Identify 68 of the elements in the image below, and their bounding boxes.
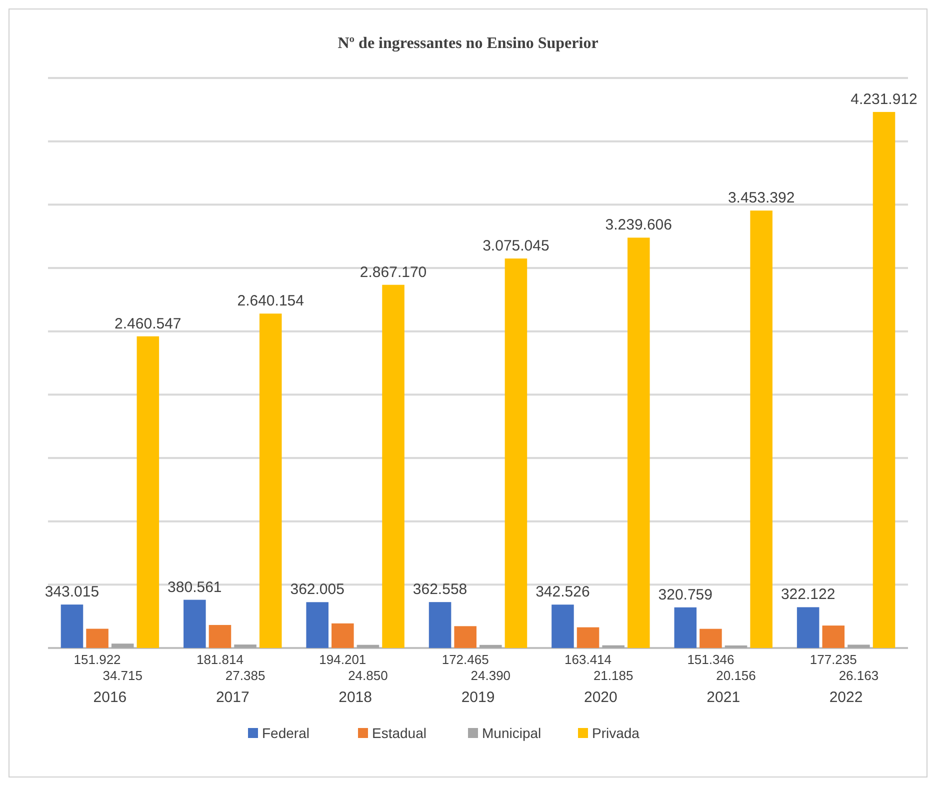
bar [332, 623, 354, 648]
data-label: 21.185 [593, 668, 634, 683]
bar [111, 644, 134, 648]
data-label: 24.390 [470, 668, 511, 683]
chart-title: Nº de ingressantes no Ensino Superior [338, 35, 598, 52]
data-label: 3.453.392 [728, 190, 795, 207]
legend-label: Municipal [482, 725, 542, 741]
x-tick-label: 2017 [216, 689, 250, 706]
data-label: 2.640.154 [237, 292, 304, 310]
bar [724, 645, 748, 648]
bar [428, 602, 452, 648]
bar [306, 602, 328, 648]
bar [848, 644, 870, 648]
x-tick-label: 2019 [461, 689, 495, 706]
x-tick-label: 2020 [584, 689, 618, 706]
data-label: 163.414 [564, 652, 612, 667]
legend-label: Estadual [372, 725, 426, 741]
x-tick-label: 2022 [829, 689, 863, 706]
bar [628, 238, 650, 648]
data-label: 151.922 [74, 652, 121, 667]
data-label: 4.231.912 [850, 90, 918, 108]
data-label: 343.015 [44, 584, 100, 601]
data-label: 362.558 [412, 581, 468, 598]
bar [86, 628, 108, 648]
bar [504, 258, 528, 648]
data-label: 362.005 [290, 581, 344, 598]
data-label: 320.759 [658, 586, 713, 604]
bar [822, 626, 845, 648]
data-label: 342.526 [536, 584, 590, 601]
data-label: 34.715 [102, 668, 142, 683]
data-label: 27.385 [225, 668, 266, 683]
data-label: 3.239.606 [605, 216, 672, 234]
data-label: 151.346 [687, 652, 734, 667]
data-label: 172.465 [442, 652, 489, 667]
bar [208, 624, 232, 648]
bar [259, 314, 282, 648]
legend-label: Privada [592, 725, 640, 741]
bar [356, 644, 380, 648]
bar [700, 628, 722, 648]
bar [602, 645, 624, 648]
bar [234, 644, 256, 648]
data-label: 181.814 [196, 652, 244, 667]
x-tick-label: 2021 [706, 689, 740, 706]
bar [872, 112, 896, 648]
bar [184, 600, 206, 648]
bar [674, 607, 697, 648]
x-tick-label: 2018 [338, 689, 372, 706]
data-label: 194.201 [319, 652, 366, 667]
bar [136, 336, 160, 648]
data-label: 322.122 [780, 586, 836, 604]
bar [382, 284, 404, 648]
data-label: 3.075.045 [482, 237, 550, 254]
bar [454, 626, 476, 648]
bar [750, 210, 772, 648]
bar [552, 604, 574, 648]
bar [576, 627, 600, 648]
x-tick-label: 2016 [93, 689, 127, 706]
data-label: 2.460.547 [114, 315, 182, 332]
data-label: 177.235 [810, 652, 857, 667]
bar [480, 644, 502, 648]
data-label: 380.561 [168, 578, 222, 596]
data-label: 2.867.170 [360, 264, 427, 281]
data-label: 20.156 [716, 668, 756, 683]
legend-label: Federal [262, 725, 310, 741]
data-label: 26.163 [838, 668, 879, 683]
bar [60, 604, 84, 648]
data-label: 24.850 [348, 668, 388, 683]
bar [796, 607, 820, 648]
